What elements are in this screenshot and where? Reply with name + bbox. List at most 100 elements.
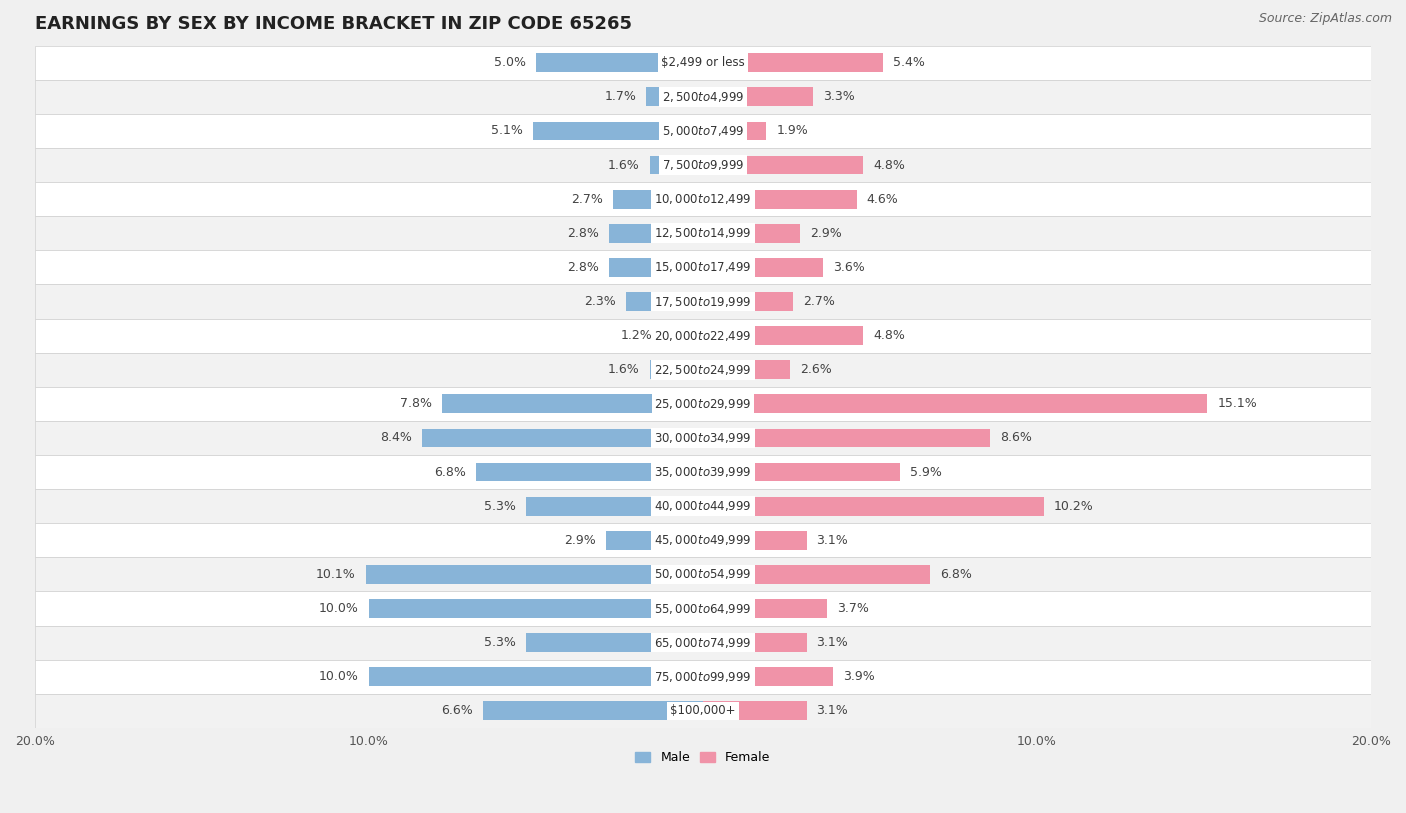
Bar xyxy=(35,148,1371,182)
Text: $12,500 to $14,999: $12,500 to $14,999 xyxy=(654,226,752,241)
Text: 2.8%: 2.8% xyxy=(568,261,599,274)
Text: 7.8%: 7.8% xyxy=(401,398,433,411)
Bar xyxy=(703,155,863,175)
Bar xyxy=(35,80,1371,114)
Bar xyxy=(703,292,793,311)
Bar xyxy=(703,702,807,720)
Text: $2,499 or less: $2,499 or less xyxy=(661,56,745,69)
Text: 10.0%: 10.0% xyxy=(319,670,359,683)
Text: $55,000 to $64,999: $55,000 to $64,999 xyxy=(654,602,752,615)
Text: $75,000 to $99,999: $75,000 to $99,999 xyxy=(654,670,752,684)
Text: 5.3%: 5.3% xyxy=(484,500,516,513)
Text: $50,000 to $54,999: $50,000 to $54,999 xyxy=(654,567,752,581)
Bar xyxy=(35,625,1371,659)
Bar xyxy=(35,455,1371,489)
Bar xyxy=(368,667,703,686)
Text: 2.7%: 2.7% xyxy=(803,295,835,308)
Bar xyxy=(475,463,703,481)
Text: $30,000 to $34,999: $30,000 to $34,999 xyxy=(654,431,752,445)
Text: $100,000+: $100,000+ xyxy=(671,704,735,717)
Text: $25,000 to $29,999: $25,000 to $29,999 xyxy=(654,397,752,411)
Bar xyxy=(703,497,1043,515)
Bar xyxy=(703,122,766,141)
Bar xyxy=(703,258,824,276)
Bar xyxy=(368,599,703,618)
Text: 2.9%: 2.9% xyxy=(564,534,596,547)
Bar xyxy=(533,122,703,141)
Text: 5.1%: 5.1% xyxy=(491,124,523,137)
Bar xyxy=(703,565,931,584)
Text: $2,500 to $4,999: $2,500 to $4,999 xyxy=(662,89,744,104)
Text: $45,000 to $49,999: $45,000 to $49,999 xyxy=(654,533,752,547)
Bar xyxy=(482,702,703,720)
Text: 5.9%: 5.9% xyxy=(910,466,942,479)
Text: $5,000 to $7,499: $5,000 to $7,499 xyxy=(662,124,744,138)
Text: 2.9%: 2.9% xyxy=(810,227,842,240)
Bar xyxy=(662,326,703,345)
Text: 8.4%: 8.4% xyxy=(381,432,412,445)
Bar xyxy=(609,258,703,276)
Bar xyxy=(703,88,813,107)
Bar xyxy=(650,360,703,379)
Text: 4.6%: 4.6% xyxy=(866,193,898,206)
Text: 1.9%: 1.9% xyxy=(776,124,808,137)
Text: $35,000 to $39,999: $35,000 to $39,999 xyxy=(654,465,752,479)
Bar xyxy=(703,189,856,209)
Bar xyxy=(526,633,703,652)
Text: 1.2%: 1.2% xyxy=(621,329,652,342)
Text: 3.1%: 3.1% xyxy=(817,704,848,717)
Text: $40,000 to $44,999: $40,000 to $44,999 xyxy=(654,499,752,513)
Bar xyxy=(606,531,703,550)
Bar xyxy=(35,524,1371,558)
Bar xyxy=(35,46,1371,80)
Text: 3.3%: 3.3% xyxy=(824,90,855,103)
Bar xyxy=(703,463,900,481)
Bar xyxy=(613,189,703,209)
Text: 6.6%: 6.6% xyxy=(440,704,472,717)
Bar xyxy=(703,428,990,447)
Text: EARNINGS BY SEX BY INCOME BRACKET IN ZIP CODE 65265: EARNINGS BY SEX BY INCOME BRACKET IN ZIP… xyxy=(35,15,631,33)
Bar xyxy=(366,565,703,584)
Bar xyxy=(626,292,703,311)
Bar xyxy=(703,667,834,686)
Bar xyxy=(703,633,807,652)
Text: 5.3%: 5.3% xyxy=(484,636,516,649)
Bar xyxy=(35,659,1371,693)
Bar xyxy=(35,182,1371,216)
Text: 4.8%: 4.8% xyxy=(873,159,905,172)
Text: 2.7%: 2.7% xyxy=(571,193,603,206)
Bar xyxy=(35,489,1371,524)
Text: 3.7%: 3.7% xyxy=(837,602,869,615)
Bar xyxy=(443,394,703,413)
Bar xyxy=(703,531,807,550)
Text: 5.4%: 5.4% xyxy=(893,56,925,69)
Text: $7,500 to $9,999: $7,500 to $9,999 xyxy=(662,158,744,172)
Bar xyxy=(703,224,800,242)
Text: 4.8%: 4.8% xyxy=(873,329,905,342)
Bar xyxy=(35,421,1371,455)
Bar xyxy=(35,285,1371,319)
Bar xyxy=(35,353,1371,387)
Bar xyxy=(35,250,1371,285)
Text: $20,000 to $22,499: $20,000 to $22,499 xyxy=(654,328,752,342)
Bar xyxy=(35,319,1371,353)
Text: 6.8%: 6.8% xyxy=(434,466,465,479)
Legend: Male, Female: Male, Female xyxy=(630,746,776,769)
Text: 2.3%: 2.3% xyxy=(585,295,616,308)
Text: 15.1%: 15.1% xyxy=(1218,398,1257,411)
Bar xyxy=(650,155,703,175)
Text: $15,000 to $17,499: $15,000 to $17,499 xyxy=(654,260,752,275)
Text: 8.6%: 8.6% xyxy=(1000,432,1032,445)
Bar xyxy=(703,394,1208,413)
Text: $17,500 to $19,999: $17,500 to $19,999 xyxy=(654,294,752,308)
Text: $22,500 to $24,999: $22,500 to $24,999 xyxy=(654,363,752,376)
Bar xyxy=(35,216,1371,250)
Text: 3.1%: 3.1% xyxy=(817,636,848,649)
Bar xyxy=(35,387,1371,421)
Bar xyxy=(703,599,827,618)
Text: 10.1%: 10.1% xyxy=(316,568,356,581)
Text: 2.6%: 2.6% xyxy=(800,363,831,376)
Text: Source: ZipAtlas.com: Source: ZipAtlas.com xyxy=(1258,12,1392,25)
Text: $10,000 to $12,499: $10,000 to $12,499 xyxy=(654,192,752,207)
Text: 6.8%: 6.8% xyxy=(941,568,972,581)
